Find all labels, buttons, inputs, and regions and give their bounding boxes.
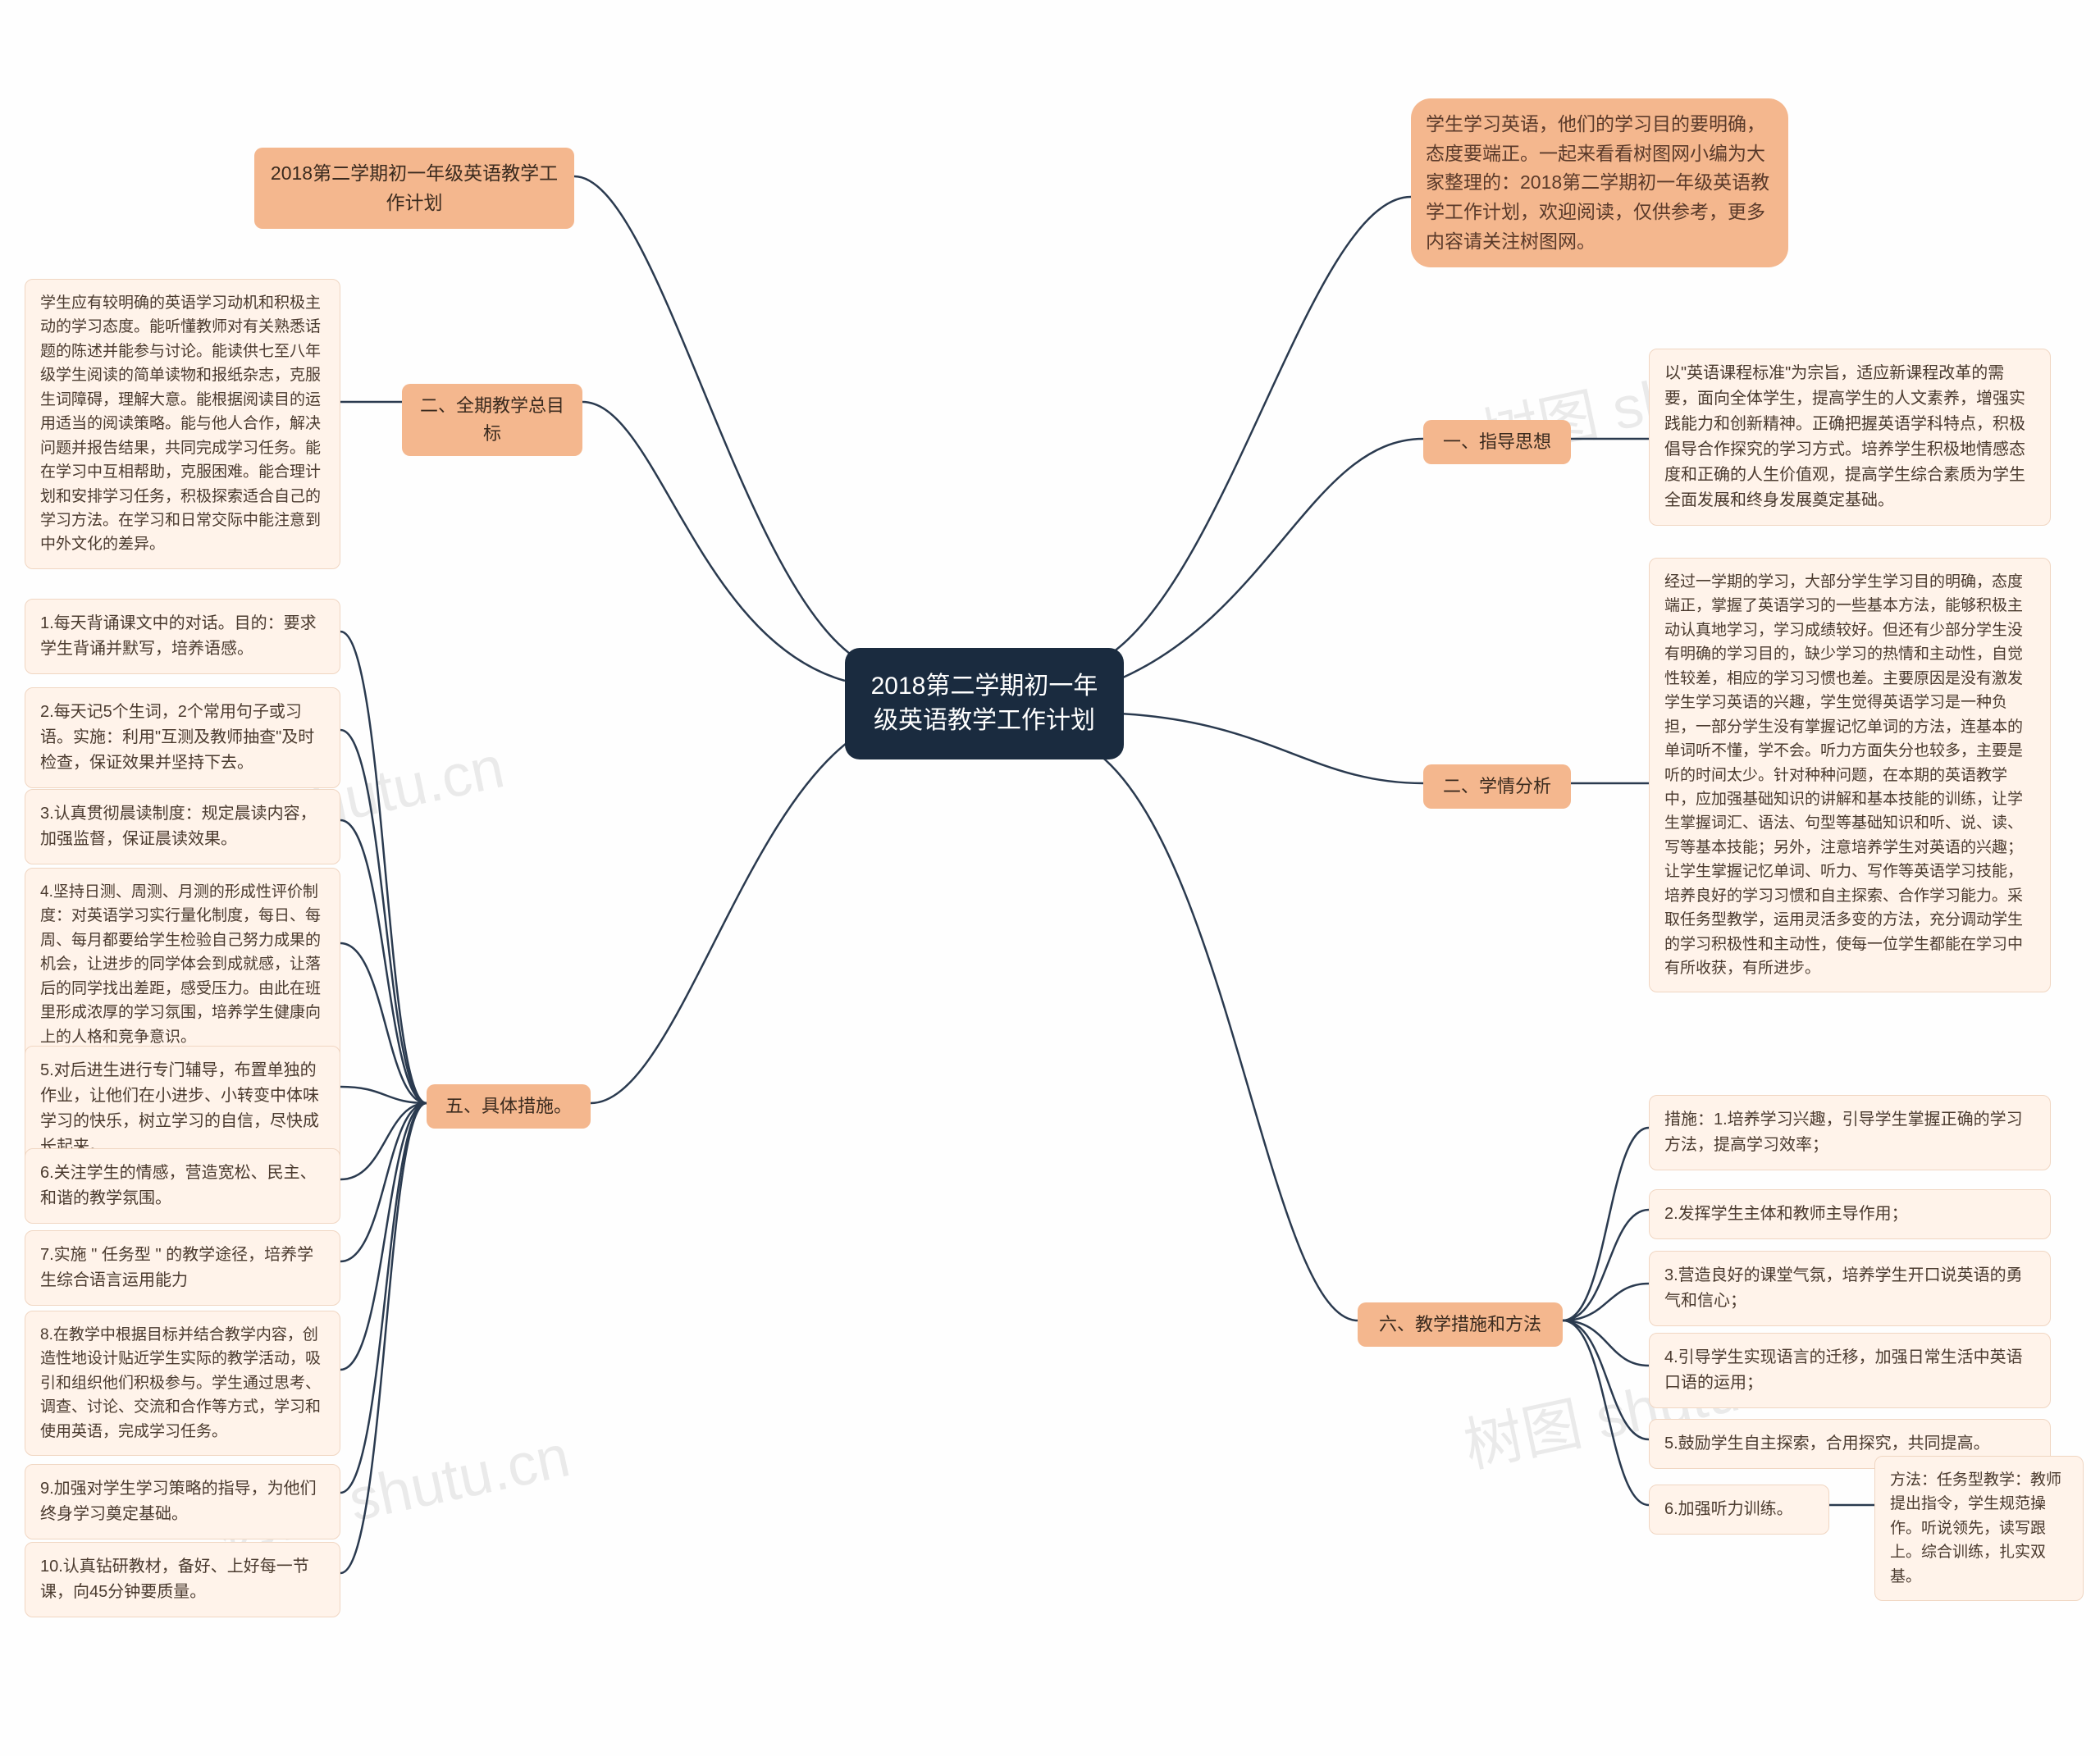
branch-l1: 二、全期教学总目标 (402, 384, 582, 456)
leaf-l2-1: 2.每天记5个生词，2个常用句子或习语。实施：利用"互测及教师抽查"及时检查，保… (25, 687, 340, 788)
branch-r1: 一、指导思想 (1423, 420, 1571, 464)
leaf-r3-3: 4.引导学生实现语言的迁移，加强日常生活中英语口语的运用； (1649, 1333, 2051, 1408)
branch-l2: 五、具体措施。 (427, 1084, 591, 1129)
mindmap-canvas: 树图 shutu.cn 树图 shutu.cn 树图 shutu.cn 树图 s… (0, 0, 2100, 1756)
leaf-r2: 经过一学期的学习，大部分学生学习目的明确，态度端正，掌握了英语学习的一些基本方法… (1649, 558, 2051, 992)
intro-node: 学生学习英语，他们的学习目的要明确，态度要端正。一起来看看树图网小编为大家整理的… (1411, 98, 1788, 267)
leaf-r3-5: 6.加强听力训练。 (1649, 1485, 1829, 1535)
leaf-l2-3: 4.坚持日测、周测、月测的形成性评价制度：对英语学习实行量化制度，每日、每周、每… (25, 868, 340, 1061)
leaf-r1: 以"英语课程标准"为宗旨，适应新课程改革的需要，面向全体学生，提高学生的人文素养… (1649, 349, 2051, 526)
leaf-l2-0: 1.每天背诵课文中的对话。目的：要求学生背诵并默写，培养语感。 (25, 599, 340, 674)
leaf-r3-2: 3.营造良好的课堂气氛，培养学生开口说英语的勇气和信心； (1649, 1251, 2051, 1326)
leaf-l2-5: 6.关注学生的情感，营造宽松、民主、和谐的教学氛围。 (25, 1148, 340, 1224)
leaf-l1: 学生应有较明确的英语学习动机和积极主动的学习态度。能听懂教师对有关熟悉话题的陈述… (25, 279, 340, 569)
leaf-r3-5-extra: 方法：任务型教学：教师提出指令，学生规范操作。听说领先，读写跟上。综合训练，扎实… (1874, 1456, 2084, 1601)
branch-r2: 二、学情分析 (1423, 764, 1571, 809)
leaf-l2-6: 7.实施 " 任务型 " 的教学途径，培养学生综合语言运用能力 (25, 1230, 340, 1306)
branch-l0: 2018第二学期初一年级英语教学工作计划 (254, 148, 574, 229)
leaf-r3-0: 措施：1.培养学习兴趣，引导学生掌握正确的学习方法，提高学习效率； (1649, 1095, 2051, 1170)
center-node: 2018第二学期初一年级英语教学工作计划 (845, 648, 1124, 759)
leaf-l2-2: 3.认真贯彻晨读制度：规定晨读内容，加强监督，保证晨读效果。 (25, 789, 340, 864)
leaf-l2-7: 8.在教学中根据目标并结合教学内容，创造性地设计贴近学生实际的教学活动，吸引和组… (25, 1311, 340, 1456)
leaf-l2-9: 10.认真钻研教材，备好、上好每一节课，向45分钟要质量。 (25, 1542, 340, 1617)
leaf-r3-1: 2.发挥学生主体和教师主导作用； (1649, 1189, 2051, 1239)
leaf-l2-8: 9.加强对学生学习策略的指导，为他们终身学习奠定基础。 (25, 1464, 340, 1539)
branch-r3: 六、教学措施和方法 (1358, 1302, 1563, 1347)
